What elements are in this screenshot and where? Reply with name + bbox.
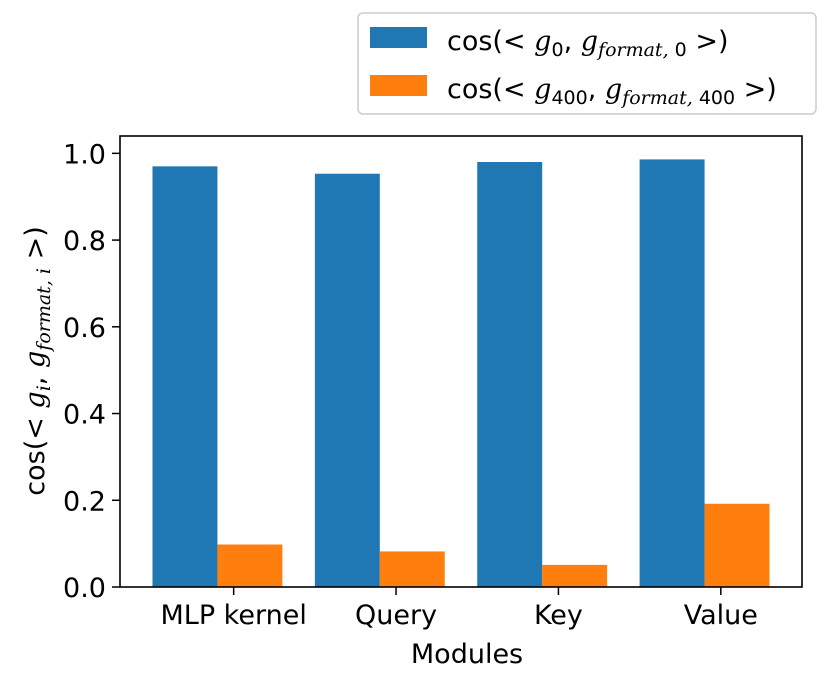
legend-label-series-0: cos(< g0, gformat, 0 >) [447, 26, 729, 61]
x-tick-label: Key [534, 600, 583, 631]
x-tick-label: Query [355, 600, 437, 631]
bar-series-0-mlp-kernel [152, 166, 218, 587]
legend-frame [357, 12, 817, 115]
y-tick-label: 0.2 [63, 486, 106, 517]
bar-series-1-query [379, 551, 445, 587]
plot-frame [119, 135, 803, 588]
bar-series-0-key [477, 162, 543, 587]
legend-swatch-series-0 [370, 27, 427, 48]
bar-series-1-mlp-kernel [217, 544, 283, 587]
bar-series-0-query [314, 173, 380, 587]
bar-series-1-key [542, 564, 608, 587]
y-tick-label: 0.4 [63, 400, 106, 431]
y-axis-title: cos(< gi, gformat, i >) [20, 226, 55, 495]
legend-swatch-series-1 [370, 75, 427, 96]
x-axis: MLP kernel Query Key Value [160, 587, 758, 631]
x-tick-label: Value [684, 600, 758, 631]
y-tick-label: 0.8 [63, 226, 106, 257]
legend: cos(< g0, gformat, 0 >) cos(< g400, gfor… [357, 12, 817, 115]
y-axis: 0.0 0.2 0.4 0.6 0.8 1.0 [63, 139, 120, 604]
x-tick-label: MLP kernel [160, 600, 306, 631]
bar-series-0-value [639, 159, 705, 588]
x-axis-title: Modules [411, 639, 523, 670]
bar-series-1-value [704, 503, 770, 587]
y-tick-label: 1.0 [63, 139, 106, 170]
y-tick-label: 0.6 [63, 313, 106, 344]
bars-group [152, 159, 770, 588]
y-tick-label: 0.0 [63, 573, 106, 604]
